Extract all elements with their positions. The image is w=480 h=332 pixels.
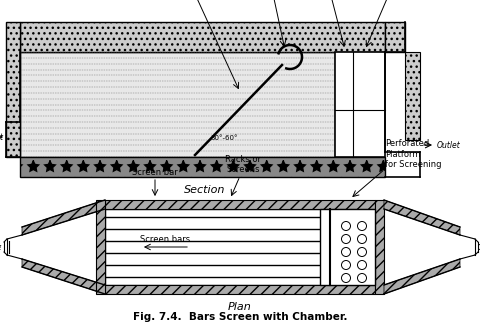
- Bar: [105, 285, 375, 294]
- Bar: [20, 22, 385, 52]
- Text: Fig. 7.4.  Bars Screen with Chamber.: Fig. 7.4. Bars Screen with Chamber.: [133, 312, 347, 322]
- Bar: [335, 52, 385, 157]
- Bar: [105, 209, 375, 285]
- Bar: [105, 200, 375, 209]
- Bar: [375, 200, 384, 294]
- Text: Racks or
Screens: Racks or Screens: [225, 155, 261, 174]
- Circle shape: [358, 261, 367, 270]
- Text: Inlet: Inlet: [0, 132, 4, 141]
- Circle shape: [341, 261, 350, 270]
- Polygon shape: [22, 259, 105, 294]
- Text: Plan: Plan: [228, 302, 252, 312]
- Circle shape: [341, 274, 350, 283]
- Bar: [96, 200, 105, 294]
- Circle shape: [341, 247, 350, 257]
- Bar: [385, 22, 405, 52]
- Polygon shape: [384, 200, 460, 235]
- Text: Screen bars: Screen bars: [140, 235, 190, 244]
- Bar: [6, 22, 20, 157]
- Circle shape: [341, 221, 350, 230]
- Circle shape: [341, 234, 350, 243]
- Polygon shape: [22, 200, 105, 235]
- Circle shape: [358, 234, 367, 243]
- Bar: [20, 52, 335, 157]
- Bar: [405, 52, 420, 140]
- Text: Outlet: Outlet: [437, 140, 461, 149]
- Text: Screen bar: Screen bar: [132, 168, 178, 177]
- Text: Perforated
Platform
for Screening: Perforated Platform for Screening: [385, 139, 442, 169]
- Circle shape: [358, 247, 367, 257]
- Bar: [20, 157, 385, 177]
- Text: Section: Section: [184, 185, 226, 195]
- Circle shape: [358, 274, 367, 283]
- Text: Inlet: Inlet: [0, 242, 2, 252]
- Text: 30°-60°: 30°-60°: [210, 135, 238, 141]
- Polygon shape: [384, 259, 460, 294]
- Circle shape: [358, 221, 367, 230]
- Bar: [320, 209, 375, 285]
